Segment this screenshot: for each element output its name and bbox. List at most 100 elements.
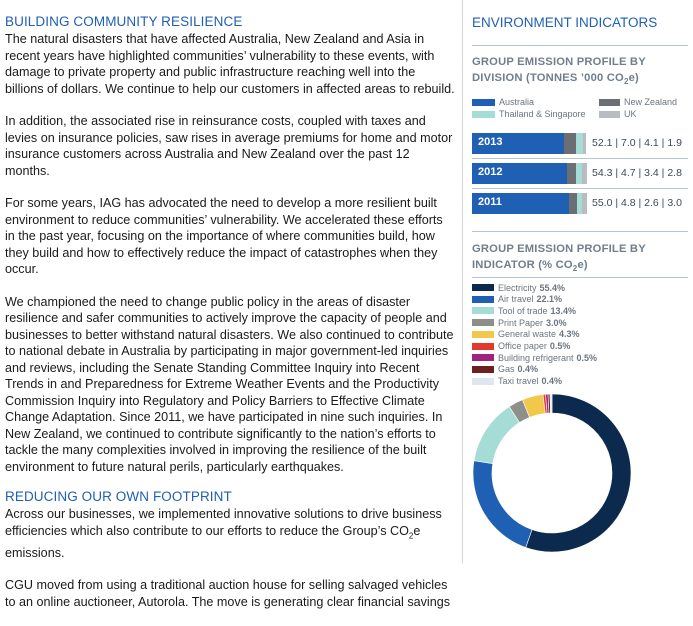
indicator-legend-swatch (472, 342, 494, 350)
bar-segment-australia (472, 133, 564, 154)
bar-row-2013: 2013 52.1 | 7.0 | 4.1 | 1.9 (472, 133, 688, 154)
heading-reducing-our-own-footprint: REDUCING OUR OWN FOOTPRINT (5, 489, 232, 504)
indicator-legend-label: Tool of trade (498, 305, 548, 316)
indicator-legend-item: Taxi travel 0.4% (472, 376, 562, 387)
indicator-legend-swatch (472, 330, 494, 338)
bar-segment-australia (472, 163, 568, 184)
paragraph-2: In addition, the associated rise in rein… (5, 114, 453, 178)
paragraph-3: For some years, IAG has advocated the ne… (5, 196, 443, 276)
indicator-legend-item: Office paper 0.5% (472, 341, 570, 352)
indicator-legend-swatch (472, 295, 494, 303)
indicator-legend-item: Air travel 22.1% (472, 294, 562, 305)
bar-segment-uk (583, 133, 587, 154)
bar-rule (472, 188, 688, 189)
indicator-legend-item: Print Paper 3.0% (472, 317, 567, 328)
column-divider (462, 0, 463, 563)
indicator-legend-item: Electricity 55.4% (472, 282, 565, 293)
bar-segment-new-zealand (563, 133, 576, 154)
indicator-legend-label: Office paper (498, 341, 547, 351)
indicator-legend-item: Building refrigerant 0.5% (472, 352, 597, 363)
legend-thailand-singapore-label: Thailand & Singapore (499, 109, 586, 119)
legend-australia-swatch (472, 98, 495, 106)
bar-segment-thailand-singapore (575, 163, 582, 184)
heading-building-community-resilience: BUILDING COMMUNITY RESILIENCE (5, 14, 243, 29)
bar-segment-uk (581, 193, 587, 214)
indicator-legend-label: Gas (498, 364, 515, 375)
paragraph-4: We championed the need to change public … (5, 294, 454, 474)
donut-slice-electricity (525, 393, 632, 553)
indicator-legend-label: Building refrigerant (498, 352, 574, 363)
bar-value-label: 52.1 | 7.0 | 4.1 | 1.9 (592, 137, 682, 149)
legend-thailand-singapore-swatch (472, 110, 495, 118)
indicator-legend-value: 4.3% (559, 329, 580, 340)
indicator-legend-swatch (472, 284, 494, 291)
division-chart-title: GROUP EMISSION PROFILE BY DIVISION (TONN… (472, 54, 688, 90)
indicator-legend-label: Taxi travel (498, 376, 539, 387)
donut-slice-tool-of-trade (473, 406, 520, 464)
bar-value-label: 54.3 | 4.7 | 3.4 | 2.8 (592, 167, 682, 179)
legend-new-zealand-swatch (599, 98, 620, 106)
indicator-legend-item: Gas 0.4% (472, 364, 538, 375)
indicator-chart-title-text: GROUP EMISSION PROFILE BY INDICATOR (% C… (472, 243, 646, 271)
indicator-legend-label: Air travel (498, 294, 534, 305)
legend-australia: Australia (472, 97, 534, 107)
indicator-legend-value: 0.4% (541, 376, 563, 387)
legend-australia-label: Australia (499, 97, 535, 107)
section-rule (472, 231, 688, 232)
division-chart-title-end: e) (628, 72, 639, 84)
division-chart-title-sub: 2 (623, 77, 629, 87)
indicator-legend-value: 0.5% (576, 352, 598, 363)
bar-year-label: 2011 (478, 196, 502, 208)
paragraph-5-end: e emissions. (5, 523, 421, 560)
indicator-legend-value: 55.4% (539, 282, 566, 293)
legend-new-zealand: New Zealand (599, 97, 677, 107)
bar-segment-uk (581, 163, 587, 184)
bar-rule (472, 158, 688, 159)
indicator-legend-swatch (472, 354, 494, 362)
indicator-legend-swatch (472, 377, 494, 385)
indicator-legend-value: 22.1% (536, 294, 563, 305)
paragraph-5-sub: 2 (408, 531, 414, 541)
indicator-legend-swatch (472, 307, 494, 315)
bar-segment-new-zealand (567, 163, 576, 184)
indicator-legend-label: Electricity (498, 282, 537, 293)
paragraph-6: CGU moved from using a traditional aucti… (5, 578, 451, 609)
indicator-chart-title-end: e) (577, 259, 588, 271)
paragraph-5-text: Across our businesses, we implemented in… (5, 507, 442, 538)
environment-indicators-title: ENVIRONMENT INDICATORS (472, 15, 658, 30)
legend-uk: UK (599, 109, 637, 119)
bar-2011 (472, 193, 588, 214)
article-column: BUILDING COMMUNITY RESILIENCE The natura… (5, 14, 455, 626)
indicator-legend-item: General waste 4.3% (472, 329, 580, 340)
bar-segment-thailand-singapore (577, 193, 582, 214)
indicator-legend-swatch (472, 319, 494, 327)
bar-2012 (472, 163, 588, 184)
bar-row-2012: 2012 54.3 | 4.7 | 3.4 | 2.8 (472, 163, 688, 184)
indicator-legend-value: 3.0% (546, 317, 567, 328)
donut-slice-taxi-travel (549, 393, 553, 414)
indicator-title-rule (472, 277, 688, 278)
legend-uk-label: UK (624, 109, 637, 119)
legend-thailand-singapore: Thailand & Singapore (472, 109, 586, 119)
indicator-legend-value: 0.5% (549, 341, 571, 351)
division-chart-title-text: GROUP EMISSION PROFILE BY DIVISION (TONN… (472, 56, 646, 84)
indicator-chart-title: GROUP EMISSION PROFILE BY INDICATOR (% C… (472, 241, 688, 277)
bar-year-label: 2013 (478, 136, 503, 148)
indicator-legend-value: 0.4% (517, 364, 539, 375)
paragraph-5: Across our businesses, we implemented in… (5, 506, 455, 561)
bar-value-label: 55.0 | 4.8 | 2.6 | 3.0 (592, 197, 682, 209)
indicator-legend-label: General waste (498, 329, 557, 340)
indicator-legend-item: Tool of trade 13.4% (472, 305, 576, 316)
indicator-donut-chart (472, 393, 632, 553)
bar-row-2011: 2011 55.0 | 4.8 | 2.6 | 3.0 (472, 193, 688, 214)
legend-uk-swatch (599, 110, 620, 118)
legend-new-zealand-label: New Zealand (624, 97, 678, 107)
bar-segment-thailand-singapore (575, 133, 584, 154)
indicator-legend-label: Print Paper (498, 317, 544, 328)
paragraph-1: The natural disasters that have affected… (5, 32, 455, 96)
bar-segment-australia (472, 193, 569, 214)
indicator-legend-value: 13.4% (550, 305, 577, 316)
donut-slice-air-travel (472, 460, 533, 548)
indicator-chart-title-sub: 2 (572, 264, 578, 274)
bar-segment-new-zealand (568, 193, 578, 214)
